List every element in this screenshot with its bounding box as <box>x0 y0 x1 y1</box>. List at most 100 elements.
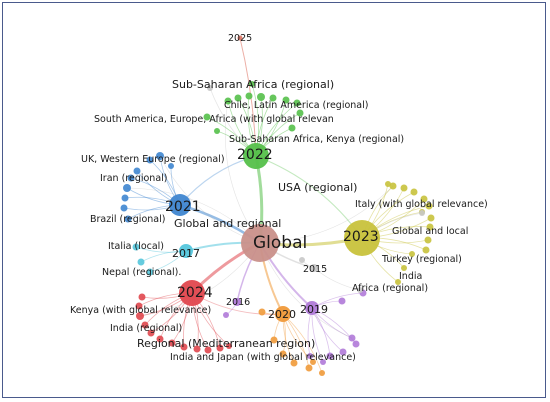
leaf-node-y2019-6-5 <box>307 353 313 359</box>
leaf-node-y2023-2-0 <box>389 182 397 190</box>
leaf-node-y2017-4-2 <box>146 268 154 276</box>
leaf-node-y2020-5-0 <box>258 308 266 316</box>
label-india-japan-global: India and Japan (with global relevance) <box>170 352 356 363</box>
labels: Global 2022 2021 2023 2024 2017 2020 201… <box>70 33 488 363</box>
leaf-node-y2024-3-9 <box>204 346 212 354</box>
hub-label-2016: 2016 <box>226 297 250 308</box>
label-chile-latin-america: Chile, Latin America (regional) <box>224 100 368 111</box>
leaf-node-y2022-0-10 <box>288 124 296 132</box>
label-regional-mediterranean: Regional (Mediterranean region) <box>137 337 315 350</box>
leaf-node-y2020-5-3 <box>290 359 298 367</box>
leaf-node-y2024-3-11 <box>226 343 232 349</box>
leaf-node-y2019-6-3 <box>339 348 347 356</box>
hub-node-y2016 <box>233 298 241 306</box>
leaf-node-y2022-0-5 <box>282 96 290 104</box>
edge-global-cross-3 <box>259 242 353 339</box>
leaf-node-y2020-5-6 <box>319 370 325 376</box>
hub-node-y2017 <box>179 244 193 258</box>
label-global-and-regional: Global and regional <box>174 217 281 230</box>
leaf-node-y2024-3-6 <box>168 339 176 347</box>
leaf-node-y2021-1-6 <box>120 204 128 212</box>
leaf-node-y2022-0-3 <box>257 93 265 101</box>
leaf-node-y2016-7-0 <box>223 312 229 318</box>
leaf-node-y2023-2-4 <box>425 202 433 210</box>
hub-node-y2023 <box>344 220 380 256</box>
leaf-node-y2024-3-4 <box>147 329 155 337</box>
leaf-node-y2023-2-8 <box>422 246 430 254</box>
leaf-node-y2024-3-5 <box>156 335 164 343</box>
diagram-frame <box>2 2 546 398</box>
leaf-node-y2024-3-7 <box>180 343 188 351</box>
leaf-node-y2023-2-2 <box>410 188 418 196</box>
leaf-node-y2020-5-4 <box>305 364 313 372</box>
leaf-nodes <box>120 81 435 376</box>
leaf-node-y2024-3-0 <box>138 293 146 301</box>
leaf-node-y2023-2-11 <box>385 181 391 187</box>
leaf-node-y2024-3-8 <box>193 345 201 353</box>
label-india-regional: India (regional) <box>110 323 182 334</box>
leaf-node-y2021-1-4 <box>123 184 131 192</box>
hub-label-2017: 2017 <box>172 247 200 260</box>
leaf-node-y2023-2-1 <box>400 184 408 192</box>
leaf-node-y2023-2-13 <box>395 279 401 285</box>
label-south-america-europe-africa: South America, Europe, Africa (with glob… <box>94 114 334 125</box>
hub-label-global: Global <box>253 233 307 253</box>
leaf-node-y2021-1-5 <box>121 194 129 202</box>
leaf-node-y2017-4-1 <box>137 258 145 266</box>
leaf-node-y2022-9-0 <box>207 85 213 91</box>
hub-node-y2021 <box>169 194 191 216</box>
hub-node-y2020 <box>275 306 291 322</box>
label-uk-western-europe: UK, Western Europe (regional) <box>81 154 225 165</box>
label-nepal-regional: Nepal (regional). <box>102 267 181 278</box>
hub-label-2025: 2025 <box>228 33 252 44</box>
leaf-node-y2024-3-1 <box>135 302 143 310</box>
leaf-node-y2020-5-2 <box>279 350 287 358</box>
hub-label-2019: 2019 <box>300 303 328 316</box>
leaf-node-y2021-1-7 <box>124 215 132 223</box>
leaf-node-y2017-4-0 <box>132 243 140 251</box>
leaf-node-y2023-2-3 <box>420 195 428 203</box>
label-sub-saharan-regional: Sub-Saharan Africa (regional) <box>172 78 334 91</box>
leaf-node-y2021-1-8 <box>168 163 174 169</box>
hub-node-y2024 <box>179 280 205 306</box>
hub-label-2020: 2020 <box>268 308 296 321</box>
label-kenya-global-relevance: Kenya (with global relevance) <box>70 305 211 316</box>
leaf-node-y2020-5-5 <box>310 359 316 365</box>
leaf-node-y2021-1-2 <box>133 167 141 175</box>
label-italy-global-relevance: Italy (with global relevance) <box>355 199 488 210</box>
leaf-node-y2019-6-1 <box>348 334 356 342</box>
leaf-node-y2019-6-0 <box>338 297 346 305</box>
leaf-node-y2024-3-10 <box>216 344 224 352</box>
hub-node-y2019 <box>305 301 319 315</box>
leaf-node-y2019-6-4 <box>326 352 334 360</box>
label-global-and-local: Global and local <box>392 226 468 237</box>
leaf-node-y2023-2-5 <box>427 214 435 222</box>
leaf-node-y2022-0-6 <box>293 99 301 107</box>
leaf-node-y2023-10-0 <box>419 210 425 216</box>
leaf-node-y2023-2-7 <box>424 236 432 244</box>
hub-label-2024: 2024 <box>177 285 213 301</box>
label-africa-regional: Africa (regional) <box>352 283 428 294</box>
edge-y2015-leaf-8-1 <box>313 267 361 291</box>
hub-node-y2022 <box>243 143 269 169</box>
leaf-node-y2015-8-0 <box>299 257 305 263</box>
leaf-node-y2022-0-4 <box>269 94 277 102</box>
leaf-node-y2022-0-9 <box>214 128 220 134</box>
leaf-node-y2024-3-3 <box>141 321 149 329</box>
leaf-node-y2023-2-9 <box>409 251 415 257</box>
leaf-node-y2021-1-3 <box>127 174 135 182</box>
label-iran-regional: Iran (regional) <box>100 173 168 184</box>
hub-node-y2025 <box>237 35 243 41</box>
leaf-node-y2019-6-2 <box>352 340 360 348</box>
label-brazil-regional: Brazil (regional) <box>90 214 165 225</box>
leaf-node-y2023-2-10 <box>401 265 407 271</box>
label-turkey-regional: Turkey (regional) <box>381 254 462 265</box>
leaf-node-y2021-1-0 <box>156 152 164 160</box>
leaf-node-y2022-0-1 <box>234 94 242 102</box>
leaf-node-y2022-0-2 <box>245 92 253 100</box>
leaf-node-y2021-1-1 <box>146 156 154 164</box>
label-sub-saharan-kenya: Sub-Saharan Africa, Kenya (regional) <box>229 134 404 145</box>
hub-node-y2015 <box>310 264 318 272</box>
leaf-node-y2023-2-6 <box>426 223 434 231</box>
